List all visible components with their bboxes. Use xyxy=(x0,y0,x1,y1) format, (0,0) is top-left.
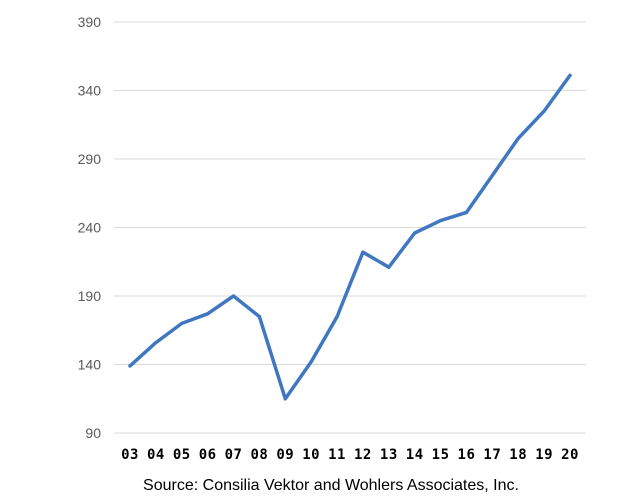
data-point xyxy=(154,340,158,345)
data-point xyxy=(257,314,262,319)
data-point xyxy=(516,136,520,141)
x-tick-label: 15 xyxy=(432,447,450,463)
data-point xyxy=(206,312,210,316)
y-tick-label: 90 xyxy=(85,425,101,441)
data-point xyxy=(490,173,494,178)
x-tick-label: 08 xyxy=(250,447,268,463)
y-tick-label: 240 xyxy=(78,220,102,236)
x-tick-label: 17 xyxy=(483,447,501,463)
y-tick-label: 290 xyxy=(78,151,102,167)
data-point xyxy=(283,397,287,401)
data-point xyxy=(568,73,572,78)
x-tick-label: 06 xyxy=(199,447,217,463)
data-point xyxy=(542,109,546,113)
x-tick-label: 16 xyxy=(458,447,476,463)
source-note: Source: Consilia Vektor and Wohlers Asso… xyxy=(143,477,519,494)
x-tick-label: 12 xyxy=(354,447,372,463)
x-tick-label: 10 xyxy=(302,447,320,463)
y-axis-tick-labels: 90 140 190 240 290 340 390 xyxy=(78,14,102,441)
data-point xyxy=(231,294,236,298)
x-tick-label: 11 xyxy=(328,447,346,463)
x-tick-label: 05 xyxy=(173,447,191,463)
x-tick-label: 18 xyxy=(509,447,527,463)
data-point xyxy=(309,360,313,364)
y-tick-label: 340 xyxy=(78,83,102,99)
data-point xyxy=(413,231,417,235)
data-point xyxy=(335,314,339,319)
y-tick-label: 390 xyxy=(78,14,102,30)
series-group xyxy=(128,73,572,401)
x-tick-label: 03 xyxy=(121,447,139,463)
x-tick-label: 09 xyxy=(276,447,294,463)
x-axis-tick-labels: 03 04 05 06 07 08 09 10 11 12 13 14 15 16 17 18 19 20 xyxy=(121,447,579,463)
gridlines xyxy=(114,21,586,434)
data-point xyxy=(128,364,132,368)
y-tick-label: 190 xyxy=(78,288,102,304)
x-tick-label: 13 xyxy=(380,447,398,463)
data-point xyxy=(361,250,365,254)
x-tick-label: 20 xyxy=(561,447,579,463)
data-point xyxy=(438,219,443,223)
data-point xyxy=(464,210,469,215)
y-tick-label: 140 xyxy=(78,357,102,373)
x-tick-label: 07 xyxy=(225,447,243,463)
series-line xyxy=(128,73,572,401)
x-tick-label: 04 xyxy=(147,447,165,463)
data-point xyxy=(180,321,184,325)
x-tick-label: 14 xyxy=(406,447,424,463)
x-tick-label: 19 xyxy=(535,447,553,463)
data-point xyxy=(387,265,391,269)
